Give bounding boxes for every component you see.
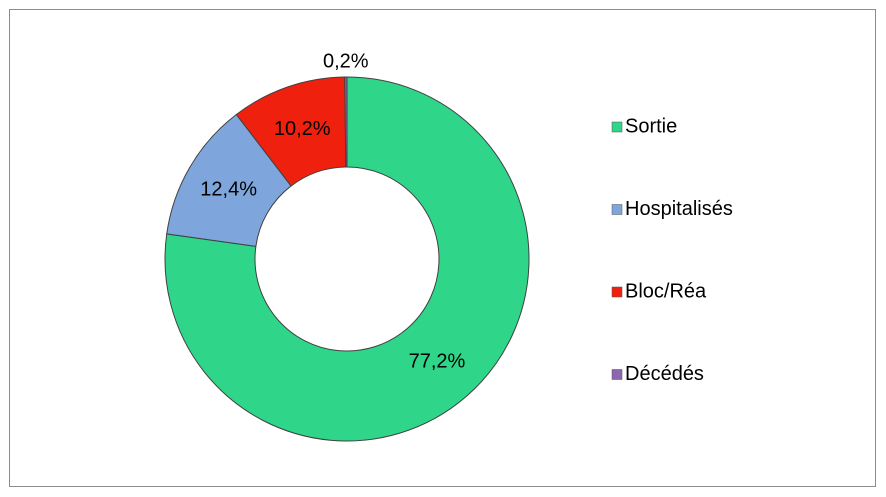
legend-swatch — [611, 286, 623, 298]
legend-label: Sortie — [625, 115, 677, 137]
data-label: 77,2% — [409, 351, 466, 373]
legend-swatch — [611, 369, 623, 380]
data-label: 10,2% — [274, 118, 331, 140]
donut-slice — [344, 76, 348, 168]
legend-label: Hospitalisés — [625, 198, 733, 220]
donut-slice — [164, 76, 530, 442]
data-label: 12,4% — [200, 178, 257, 200]
legend-swatch — [611, 121, 623, 133]
legend-label: Bloc/Réa — [625, 280, 707, 302]
legend-swatch — [611, 204, 623, 215]
data-label: 0,2% — [323, 50, 369, 72]
legend-label: Décédés — [625, 363, 704, 385]
